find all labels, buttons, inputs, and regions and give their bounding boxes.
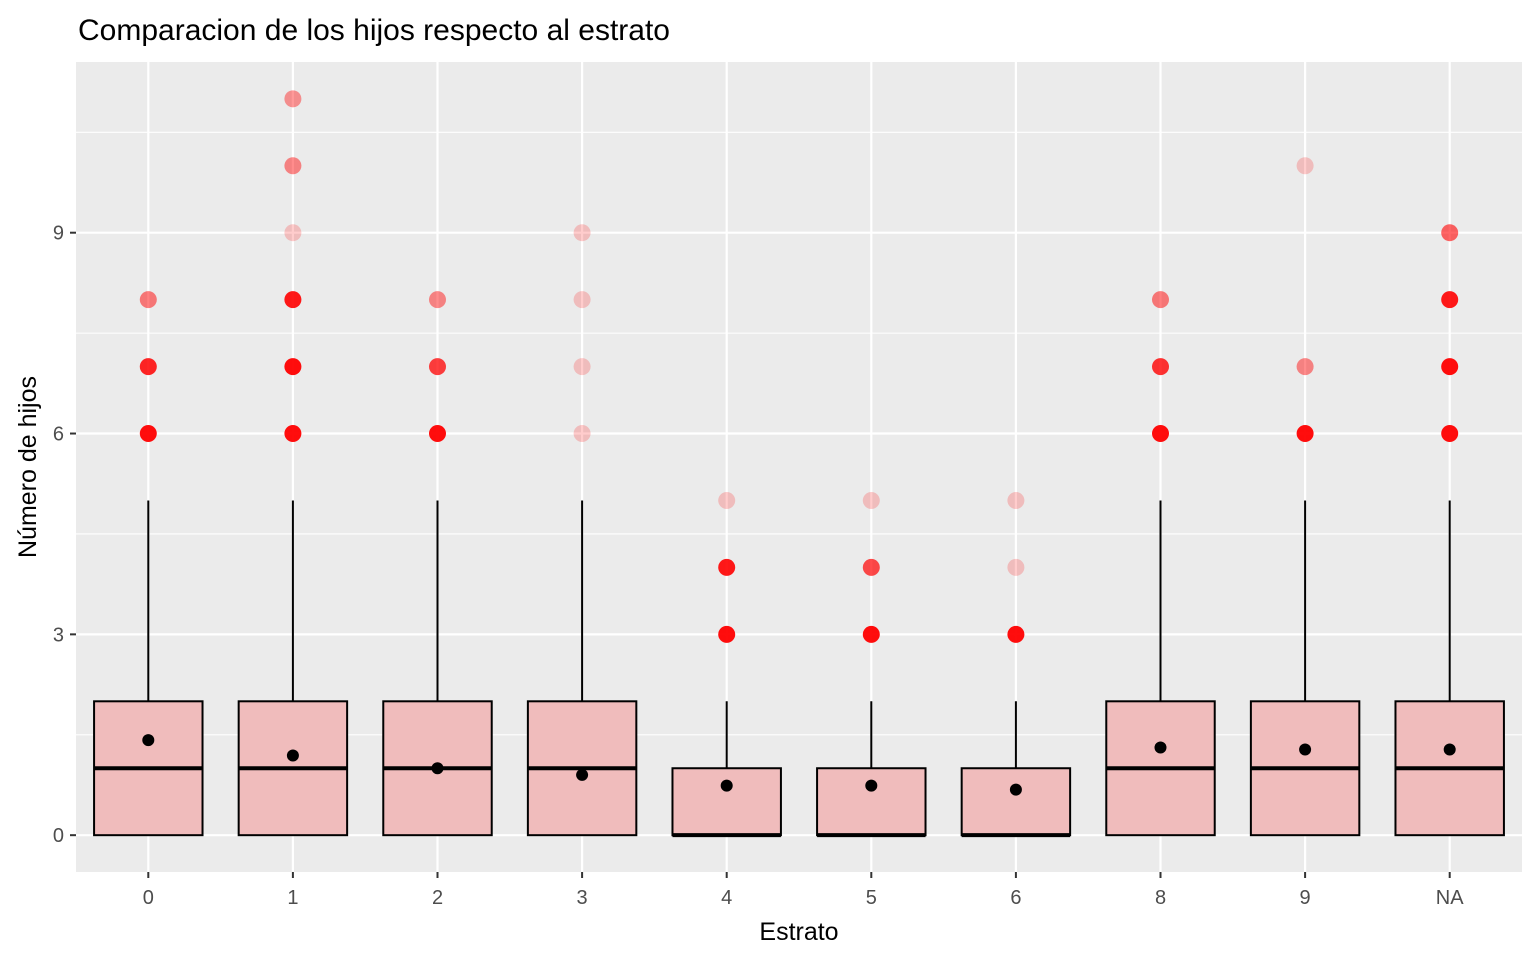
box-iqr [671,767,782,837]
outlier-point [1152,291,1169,309]
chart-title: Comparacion de los hijos respecto al est… [78,14,670,47]
box-NA [1394,224,1505,837]
outlier-point [284,90,302,108]
box-1 [237,90,349,837]
box-3 [526,224,638,837]
outlier-point [573,358,591,376]
box-6 [960,491,1072,838]
outlier-point [718,491,736,509]
outlier-point [573,425,591,443]
x-tick-label: 1 [287,887,298,909]
box-8 [1105,291,1216,837]
outlier-point [1007,558,1025,576]
outlier-point [1441,358,1459,376]
outlier-point [718,558,736,576]
x-tick-label: 6 [1010,887,1021,909]
outlier-point [1441,425,1459,443]
mean-point [1009,783,1022,796]
outlier-point [718,625,736,643]
outlier-point [1296,425,1314,443]
x-tick-label: NA [1436,887,1464,909]
outlier-point [1152,358,1169,376]
mean-point [720,779,733,792]
outlier-point [1007,491,1025,509]
outlier-point [1007,625,1025,643]
outlier-point [139,291,157,309]
box-5 [816,491,927,838]
box-0 [93,291,204,837]
mean-point [576,768,589,781]
outlier-point [1152,425,1169,443]
outlier-point [1296,157,1314,175]
box-iqr [960,767,1072,837]
x-tick-label: 5 [866,887,877,909]
outlier-point [139,425,157,443]
box-iqr [816,767,927,837]
outlier-point [573,224,591,242]
x-tick-label: 2 [432,887,443,909]
outlier-point [284,291,302,309]
outlier-point [429,358,446,376]
mean-point [1154,741,1167,754]
outlier-point [862,491,880,509]
mean-point [1443,743,1456,756]
outlier-point [284,224,302,242]
box-series [93,90,1505,838]
y-axis-title: Número de hijos [14,376,42,558]
y-tick-label: 6 [53,424,64,446]
outlier-point [862,625,880,643]
x-tick-label: 8 [1155,887,1166,909]
y-tick-label: 3 [53,624,64,646]
box-2 [382,291,493,837]
outlier-point [284,157,302,175]
outlier-point [139,358,157,376]
y-tick-label: 0 [53,825,64,847]
x-axis-title: Estrato [759,918,838,946]
mean-point [142,734,155,747]
outlier-point [429,291,446,309]
mean-point [286,749,299,762]
mean-point [431,762,444,775]
mean-point [865,779,878,792]
x-axis: 0 1 2 3 4 5 6 8 9 NA [143,872,1464,909]
outlier-point [573,291,591,309]
mean-point [1299,743,1312,756]
outlier-point [284,425,302,443]
outlier-point [862,558,880,576]
y-axis: 0 3 6 9 [53,223,76,847]
x-tick-label: 9 [1300,887,1311,909]
outlier-point [1441,224,1459,242]
x-tick-label: 3 [577,887,588,909]
outlier-point [1296,358,1314,376]
box-9 [1249,157,1361,837]
x-tick-label: 4 [721,887,732,909]
outlier-point [284,358,302,376]
outlier-point [1441,291,1459,309]
outlier-point [429,425,446,443]
y-tick-label: 9 [53,223,64,245]
box-4 [671,491,782,838]
x-tick-label: 0 [143,887,154,909]
